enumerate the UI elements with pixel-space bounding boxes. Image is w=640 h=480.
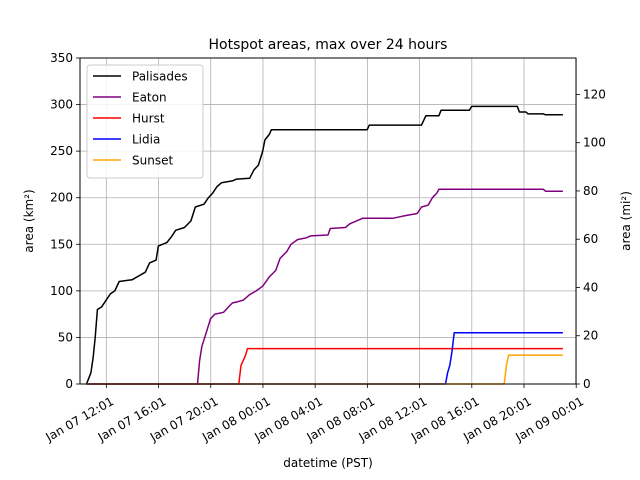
right-y-tick-label: 120 [583, 87, 606, 101]
legend-label-palisades: Palisades [132, 70, 188, 84]
left-y-tick-label: 0 [65, 377, 73, 391]
left-y-tick-label: 300 [50, 98, 73, 112]
series-line-eaton [86, 188, 563, 385]
left-y-tick-label: 250 [50, 144, 73, 158]
legend-label-hurst: Hurst [132, 112, 165, 126]
right-y-tick-label: 80 [583, 184, 598, 198]
plot-frame [79, 57, 577, 385]
x-axis-label: datetime (PST) [283, 456, 373, 470]
legend-label-lidia: Lidia [132, 133, 160, 147]
left-y-tick-label: 100 [50, 284, 73, 298]
left-y-axis-label: area (km²) [22, 189, 36, 252]
legend-box [86, 64, 204, 179]
left-y-tick-label: 200 [50, 191, 73, 205]
left-y-tick-label: 150 [50, 237, 73, 251]
left-y-tick-label: 350 [50, 51, 73, 65]
right-y-axis: 0 20 40 60 80 100 120 [576, 87, 606, 391]
legend-label-sunset: Sunset [132, 154, 173, 168]
chart-title: Hotspot areas, max over 24 hours [209, 37, 448, 53]
right-y-tick-label: 60 [583, 232, 598, 246]
series-line-palisades [85, 105, 563, 385]
right-y-axis-label: area (mi²) [619, 191, 633, 251]
right-y-tick-label: 40 [583, 280, 598, 294]
left-y-axis: 0 50 100 150 200 250 300 350 [50, 51, 80, 391]
legend-label-eaton: Eaton [132, 91, 167, 105]
right-y-tick-label: 0 [583, 377, 591, 391]
legend: Palisades Eaton Hurst Lidia Sunset [86, 64, 204, 179]
left-y-tick-label: 50 [58, 330, 73, 344]
right-y-tick-label: 20 [583, 329, 598, 343]
right-y-tick-label: 100 [583, 136, 606, 150]
